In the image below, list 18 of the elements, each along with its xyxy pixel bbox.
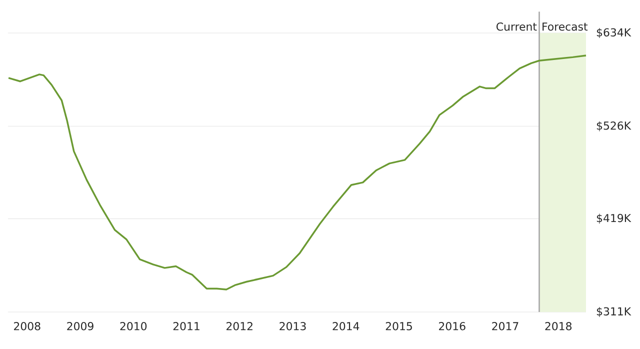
x-tick-label: 2017: [492, 322, 518, 330]
y-tick-label: $311K: [596, 307, 632, 317]
x-tick-label: 2014: [332, 322, 360, 330]
x-tick-label: 2009: [67, 322, 94, 330]
x-tick-label: 2010: [120, 322, 147, 330]
line-series: [8, 54, 587, 290]
x-tick-label: 2013: [280, 322, 306, 330]
x-tick-label: 2012: [226, 322, 252, 330]
x-tick-label: 2008: [14, 322, 40, 330]
y-tick-label: $634K: [596, 28, 632, 38]
band-label: Forecast: [542, 22, 588, 31]
x-tick-label: 2018: [545, 322, 572, 330]
x-tick-label: 2015: [386, 322, 412, 330]
y-tick-label: $419K: [596, 214, 632, 224]
x-tick-label: 2016: [439, 322, 466, 330]
ref-line-label: Current: [496, 22, 537, 31]
x-tick-label: 2011: [173, 322, 200, 330]
y-tick-label: $526K: [596, 121, 632, 132]
